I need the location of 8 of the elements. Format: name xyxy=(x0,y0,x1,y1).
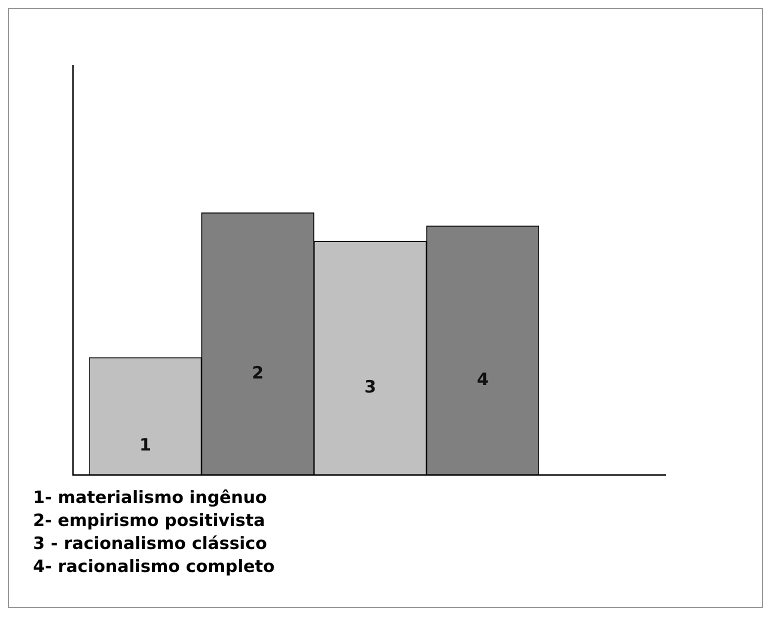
text: 1- materialismo ingênuo xyxy=(33,487,268,510)
x-tick-label: 4 xyxy=(476,370,489,390)
text: 2- empirismo positivista xyxy=(33,510,266,533)
text: 4- racionalismo completo xyxy=(33,556,275,579)
x-tick-label: 3 xyxy=(364,378,376,398)
x-tick-label: 2 xyxy=(252,363,264,384)
x-tick-label: 1 xyxy=(139,436,152,456)
text: 3 - racionalismo clássico xyxy=(33,533,268,556)
